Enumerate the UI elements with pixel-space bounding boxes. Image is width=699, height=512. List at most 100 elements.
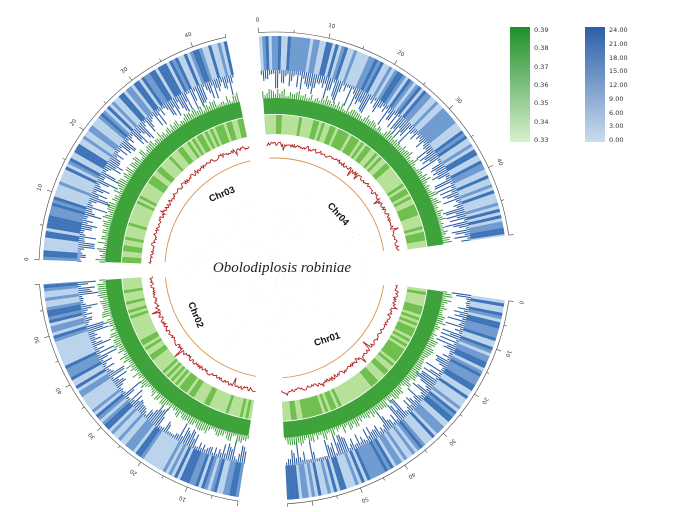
gc-inner-stripe — [126, 227, 146, 236]
background-dot — [280, 257, 282, 259]
gc-inner-stripe — [209, 128, 221, 147]
background-dot — [209, 242, 210, 243]
background-dot — [298, 268, 300, 269]
density-bar — [282, 70, 285, 84]
density-stripe — [102, 110, 130, 136]
gc-bar — [372, 124, 377, 130]
density-stripe — [443, 146, 475, 167]
gc-legend-tick: 0.39 — [534, 26, 549, 34]
density-stripe — [399, 420, 423, 449]
gc-bar — [136, 369, 140, 373]
gc-bar — [194, 418, 198, 424]
density-bar — [440, 331, 460, 341]
density-bar — [213, 447, 218, 457]
density-bar — [81, 306, 92, 310]
gc-inner-stripe — [136, 200, 155, 212]
gc-bar — [442, 295, 453, 298]
position-tick — [449, 105, 454, 110]
gc-bar — [416, 360, 423, 365]
density-bar — [379, 102, 384, 109]
gc-inner-stripe — [123, 242, 143, 248]
density-stripe — [104, 108, 132, 134]
background-dot — [184, 259, 186, 261]
gc-bar — [166, 403, 174, 412]
density-bar — [127, 134, 133, 139]
density-stripe — [168, 60, 187, 92]
gc-inner-stripe — [153, 173, 170, 187]
gc-bar — [434, 325, 441, 329]
gc-inner-stripe — [136, 324, 155, 336]
gc-bar — [343, 423, 347, 428]
density-bar — [213, 79, 218, 88]
background-dot — [283, 167, 285, 169]
density-stripe — [138, 78, 161, 108]
density-bar — [219, 452, 222, 459]
gc-bar — [363, 115, 370, 124]
density-bar — [132, 130, 143, 140]
gc-bar — [322, 99, 325, 105]
density-bar — [150, 113, 154, 117]
gc-inner-stripe — [355, 145, 369, 163]
density-bar — [186, 429, 196, 446]
gc-inner-stripe — [170, 153, 186, 170]
density-bar — [80, 231, 84, 234]
density-bar — [422, 153, 438, 165]
density-bar — [381, 104, 388, 113]
gc-bar — [102, 304, 110, 307]
background-dot — [194, 215, 196, 217]
density-stripe — [470, 298, 505, 307]
density-stripe — [94, 120, 123, 144]
gc-inner-stripe — [143, 335, 161, 348]
density-bar — [312, 451, 317, 462]
density-bar — [94, 186, 110, 195]
gc-bar — [117, 184, 125, 189]
background-dot — [309, 273, 311, 275]
density-stripe — [322, 459, 335, 494]
gc-bar — [409, 158, 419, 166]
density-bar — [86, 322, 108, 330]
density-stripe — [61, 175, 94, 192]
density-stripe — [320, 460, 332, 494]
gc-inner-stripe — [234, 119, 242, 139]
gc-bar — [109, 316, 113, 318]
gc-bar — [440, 226, 446, 229]
density-stripe — [207, 44, 221, 79]
gc-inner-stripe — [217, 125, 228, 144]
gc-bar — [310, 94, 313, 102]
gc-bar — [165, 400, 170, 406]
density-stripe — [148, 434, 170, 465]
density-bar — [123, 381, 142, 397]
background-dot — [293, 297, 294, 299]
density-bar — [331, 80, 340, 100]
gc-bar — [202, 103, 208, 113]
density-bar — [77, 254, 86, 256]
gc-bar — [358, 415, 363, 423]
background-dot — [292, 260, 293, 262]
density-stripe — [80, 375, 111, 398]
density-bar — [399, 123, 412, 137]
density-legend-tick: 0.00 — [609, 136, 624, 144]
gc-inner-stripe — [324, 391, 334, 411]
density-bar — [426, 148, 434, 155]
gc-legend-tick: 0.34 — [534, 117, 549, 126]
density-bar — [171, 434, 175, 438]
gc-bar — [311, 433, 315, 443]
background-dot — [358, 225, 360, 226]
gc-inner-stripe — [394, 325, 413, 337]
density-bar — [81, 309, 88, 312]
gc-inner-stripe — [129, 216, 149, 226]
density-stripe — [66, 163, 99, 182]
gc-bar — [179, 123, 182, 127]
gc-bar — [441, 303, 445, 306]
gc-inner-stripe — [401, 309, 421, 318]
gc-bar — [323, 430, 328, 440]
background-dot — [302, 232, 304, 234]
gc-bar — [219, 429, 223, 436]
gc-inner-stripe — [133, 319, 153, 330]
gc-inner-stripe — [365, 154, 380, 171]
gc-inner-stripe — [403, 226, 423, 234]
density-bar — [126, 136, 135, 144]
density-stripe — [54, 328, 88, 342]
density-stripe — [49, 211, 83, 223]
density-stripe — [92, 122, 121, 147]
